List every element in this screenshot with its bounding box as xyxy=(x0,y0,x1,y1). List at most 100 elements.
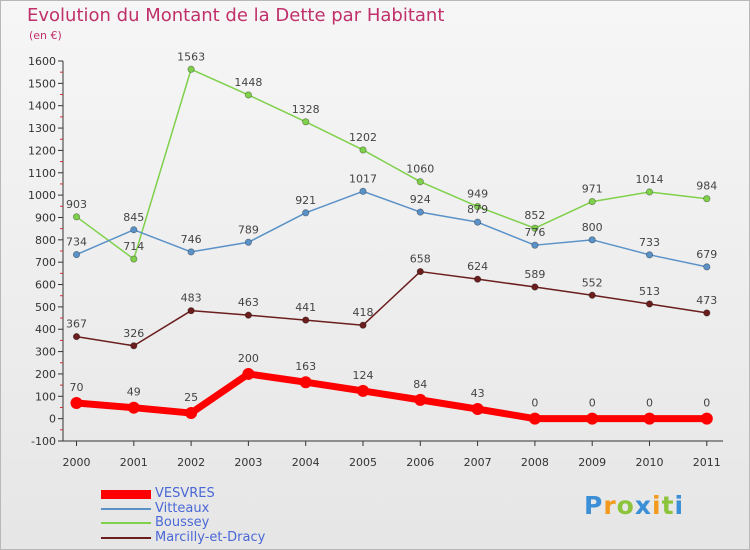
proxiti-logo: Proxiti xyxy=(584,491,684,520)
data-label: 658 xyxy=(410,253,431,266)
logo-letter: i xyxy=(674,491,685,520)
y-tick-label: 0 xyxy=(49,413,56,426)
x-tick-label: 2005 xyxy=(349,456,377,469)
data-point xyxy=(703,309,711,317)
data-point xyxy=(359,321,367,329)
data-label: 733 xyxy=(639,236,660,249)
data-point xyxy=(244,91,252,99)
x-tick-label: 2000 xyxy=(63,456,91,469)
data-point xyxy=(72,333,81,341)
data-point xyxy=(302,209,310,217)
data-point xyxy=(586,412,599,425)
series-marcilly-et-dracy: 367 326 483 463 441 418 658 624 589 552 513 473 xyxy=(66,253,717,350)
data-point xyxy=(414,393,427,406)
series-vesvres: 70 49 25 200 163 124 84 43 0 0 0 0 xyxy=(70,352,713,425)
x-tick-label: 2008 xyxy=(521,456,549,469)
data-label: 903 xyxy=(66,198,87,211)
data-point xyxy=(244,238,252,246)
logo-letter: t xyxy=(661,491,675,520)
data-point xyxy=(473,275,482,283)
y-tick-label: 1500 xyxy=(28,77,56,90)
legend-label-vesvres: VESVRES xyxy=(155,486,215,501)
data-label: 776 xyxy=(524,226,545,239)
y-tick-label: 500 xyxy=(35,301,56,314)
data-label: 949 xyxy=(467,188,488,201)
data-label: 984 xyxy=(696,180,717,193)
data-label: 1014 xyxy=(636,173,664,186)
data-point xyxy=(359,146,367,154)
data-point xyxy=(130,226,138,234)
x-tick-label: 2009 xyxy=(578,456,606,469)
data-point xyxy=(416,267,424,276)
data-label: 624 xyxy=(467,260,488,273)
data-label: 441 xyxy=(295,301,316,314)
data-label: 84 xyxy=(413,378,427,391)
data-point xyxy=(645,188,654,196)
data-label: 921 xyxy=(295,194,316,207)
data-label: 879 xyxy=(467,203,488,216)
data-point xyxy=(531,224,539,232)
data-point xyxy=(471,403,484,416)
data-point xyxy=(473,218,482,226)
data-label: 43 xyxy=(471,387,485,400)
y-tick-label: 900 xyxy=(35,211,56,224)
data-point xyxy=(703,195,711,203)
data-label: 1563 xyxy=(177,50,205,63)
data-label: 367 xyxy=(66,318,87,331)
legend-swatch-vitteaux xyxy=(101,507,151,510)
data-label: 0 xyxy=(589,397,596,410)
data-point xyxy=(643,412,656,425)
data-point xyxy=(473,202,482,211)
data-label: 589 xyxy=(524,268,545,281)
data-point xyxy=(357,384,369,397)
data-label: 0 xyxy=(703,397,710,410)
data-label: 552 xyxy=(582,276,603,289)
series-line-vesvres xyxy=(73,370,711,423)
data-point xyxy=(187,307,195,315)
x-tick-label: 2004 xyxy=(292,456,320,469)
data-label: 1202 xyxy=(349,131,377,144)
data-label: 746 xyxy=(181,233,202,246)
series-vitteaux: 734 845 746 789 921 1017 924 879 776 800 733 679 xyxy=(66,172,717,271)
logo-letter: i xyxy=(652,491,662,520)
x-tick-label: 2001 xyxy=(120,456,148,469)
legend-label-vitteaux: Vitteaux xyxy=(155,500,210,516)
y-tick-label: 1400 xyxy=(28,100,56,113)
y-tick-label: 600 xyxy=(35,279,56,292)
data-label: 714 xyxy=(123,240,144,253)
y-tick-label: 200 xyxy=(35,368,56,381)
data-point xyxy=(703,263,711,271)
chart-subtitle: (en €) xyxy=(29,29,62,42)
logo-letter: P xyxy=(584,491,604,520)
data-label: 1060 xyxy=(406,163,434,176)
y-tick-label: 1200 xyxy=(28,144,56,157)
data-label: 25 xyxy=(184,391,198,404)
y-tick-label: 1100 xyxy=(28,167,56,180)
data-label: 49 xyxy=(127,386,141,399)
data-label: 0 xyxy=(531,397,538,410)
data-point xyxy=(70,397,83,409)
y-tick-label: 400 xyxy=(35,323,56,336)
data-point xyxy=(531,283,539,291)
data-label: 483 xyxy=(181,292,202,305)
series-line-marcilly-et-dracy xyxy=(75,270,708,347)
y-tick-label: 1000 xyxy=(28,189,56,202)
x-tick-label: 2003 xyxy=(234,456,262,469)
data-point xyxy=(531,241,539,249)
x-tick-label: 2010 xyxy=(636,456,664,469)
data-label: 734 xyxy=(66,236,87,249)
data-label: 124 xyxy=(353,369,374,382)
data-label: 679 xyxy=(696,248,717,261)
data-label: 1448 xyxy=(234,76,262,89)
data-point xyxy=(130,342,138,350)
x-tick-label: 2006 xyxy=(406,456,434,469)
data-point xyxy=(588,236,596,244)
data-point xyxy=(185,407,198,420)
x-tick-label: 2002 xyxy=(177,456,205,469)
logo-letter: r xyxy=(603,491,617,520)
series-line-boussey xyxy=(75,68,708,260)
chart-title: Evolution du Montant de la Dette par Hab… xyxy=(27,5,445,26)
data-label: 473 xyxy=(696,294,717,307)
